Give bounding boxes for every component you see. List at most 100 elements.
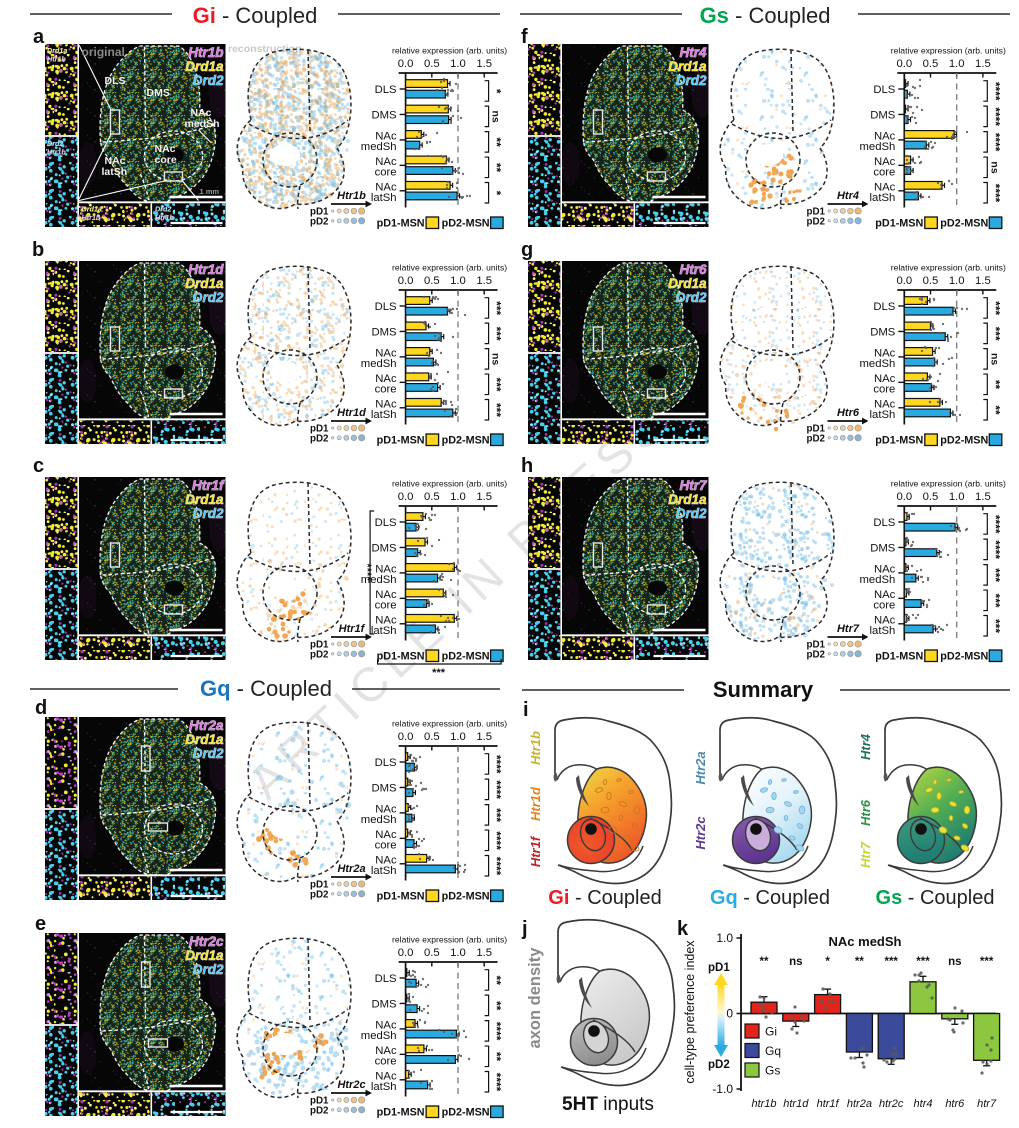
svg-text:pD2-MSN: pD2-MSN [442,218,490,230]
svg-text:relative expression (arb. unit: relative expression (arb. units) [891,263,1006,273]
svg-text:medSh: medSh [361,358,397,370]
svg-text:core: core [375,1055,397,1067]
svg-text:****: **** [361,563,373,581]
svg-text:1.5: 1.5 [476,58,492,70]
svg-text:latSh: latSh [371,409,397,421]
svg-text:0.5: 0.5 [424,731,440,743]
svg-text:NAc: NAc [375,1070,397,1082]
svg-text:pD2-MSN: pD2-MSN [940,218,988,230]
svg-text:NAc: NAc [105,155,126,167]
svg-text:*: * [490,89,504,94]
svg-text:0: 0 [726,1007,733,1021]
svg-text:a: a [33,26,45,48]
svg-text:**: ** [490,1052,504,1062]
svg-text:Htr6: Htr6 [679,262,706,277]
svg-text:f: f [521,26,528,48]
svg-text:pD1-MSN: pD1-MSN [377,435,425,447]
svg-text:pD2: pD2 [310,1106,329,1117]
svg-text:****: **** [490,1022,504,1041]
svg-text:0.0: 0.0 [398,58,414,70]
svg-text:pD1: pD1 [310,1096,329,1107]
svg-text:c: c [33,455,44,477]
svg-text:***: *** [490,808,504,822]
svg-text:pD1: pD1 [310,880,329,891]
svg-text:NAc: NAc [375,589,397,601]
svg-text:Htr1d: Htr1d [528,786,543,821]
svg-text:ns: ns [948,956,961,968]
svg-text:Htr1d: Htr1d [188,262,224,277]
svg-text:1.5: 1.5 [476,731,492,743]
svg-text:pD1-MSN: pD1-MSN [377,1107,425,1119]
svg-text:DMS: DMS [371,326,397,338]
svg-text:***: *** [988,568,1002,582]
svg-text:core: core [375,839,397,851]
svg-text:pD2: pD2 [310,217,329,228]
svg-text:NAc: NAc [375,854,397,866]
svg-text:htr4: htr4 [914,1098,933,1110]
svg-text:DLS: DLS [375,973,397,985]
svg-text:Htr1b: Htr1b [337,190,366,202]
svg-text:****: **** [490,780,504,799]
svg-text:NAc: NAc [375,347,397,359]
svg-text:Drd2: Drd2 [676,506,707,521]
svg-text:NAc: NAc [375,156,397,168]
svg-text:Htr1b: Htr1b [155,213,174,222]
svg-text:***: *** [490,378,504,392]
svg-text:Htr1b: Htr1b [82,213,101,222]
svg-text:Htr2a: Htr2a [693,751,708,784]
svg-text:NAc: NAc [375,563,397,575]
svg-text:0.0: 0.0 [398,947,414,959]
svg-text:Htr6: Htr6 [837,407,860,419]
svg-text:Drd2: Drd2 [155,205,171,214]
svg-text:0.5: 0.5 [923,58,939,70]
svg-text:DMS: DMS [371,782,397,794]
svg-text:ns: ns [490,111,502,123]
svg-text:Drd2: Drd2 [193,962,224,977]
svg-text:i: i [523,699,529,721]
svg-text:NAc: NAc [874,589,896,601]
svg-text:***: *** [884,956,898,968]
svg-text:axon density: axon density [526,947,544,1049]
svg-text:1.0: 1.0 [949,58,965,70]
svg-text:NAc: NAc [375,130,397,142]
svg-text:*: * [490,191,504,196]
svg-text:***: *** [490,327,504,341]
svg-text:Drd1a: Drd1a [185,59,224,74]
svg-text:b: b [32,239,44,261]
svg-text:Htr1f: Htr1f [528,835,543,867]
svg-text:0.5: 0.5 [424,58,440,70]
svg-text:pD1-MSN: pD1-MSN [377,218,425,230]
svg-text:pD1: pD1 [310,424,329,435]
svg-text:****: **** [988,107,1002,126]
svg-text:htr6: htr6 [945,1098,965,1110]
svg-text:1.0: 1.0 [949,491,965,503]
svg-text:Htr7: Htr7 [679,478,707,493]
svg-text:1.5: 1.5 [975,491,991,503]
svg-text:NAc: NAc [375,614,397,626]
svg-text:***: *** [916,956,930,968]
svg-text:Htr2a: Htr2a [337,863,365,875]
svg-text:NAc: NAc [155,143,176,155]
svg-text:ns: ns [490,353,502,365]
svg-text:1.0: 1.0 [450,275,466,287]
svg-text:***: *** [988,594,1002,608]
svg-text:latSh: latSh [870,625,896,637]
svg-text:NAc: NAc [874,130,896,142]
svg-text:pD1-MSN: pD1-MSN [875,651,923,663]
svg-text:Drd2: Drd2 [193,746,224,761]
svg-text:-1.0: -1.0 [712,1082,733,1096]
svg-text:Htr1f: Htr1f [192,478,225,493]
svg-text:****: **** [988,133,1002,152]
svg-text:d: d [35,697,47,719]
svg-text:pD2: pD2 [310,434,329,445]
svg-text:core: core [873,166,895,178]
svg-text:pD2-MSN: pD2-MSN [940,651,988,663]
svg-text:1.0: 1.0 [450,58,466,70]
svg-text:DLS: DLS [873,517,895,529]
svg-text:DLS: DLS [375,301,397,313]
svg-text:**: ** [490,976,504,986]
svg-text:DMS: DMS [371,109,397,121]
svg-text:core: core [375,166,397,178]
svg-text:Drd1a: Drd1a [185,276,224,291]
svg-text:relative expression (arb. unit: relative expression (arb. units) [392,263,507,273]
